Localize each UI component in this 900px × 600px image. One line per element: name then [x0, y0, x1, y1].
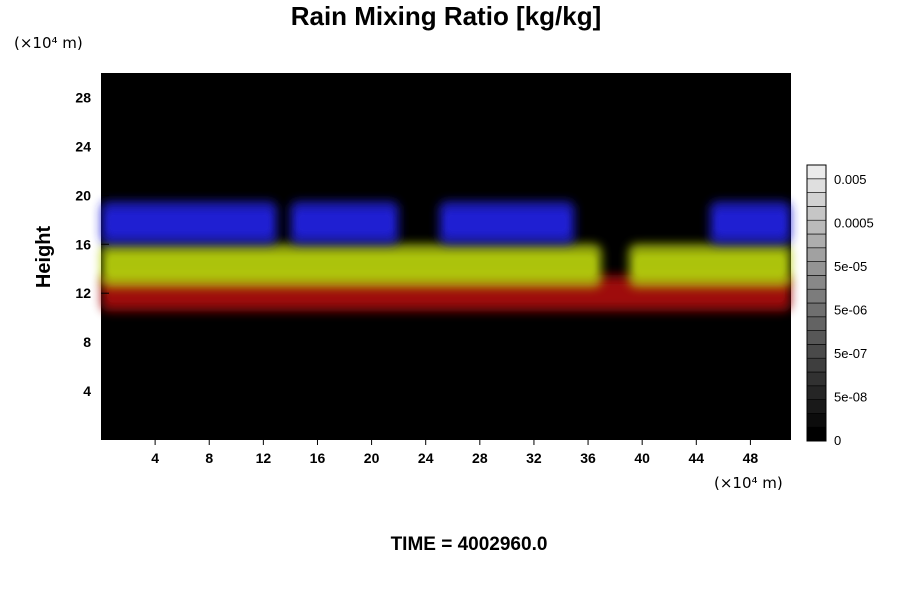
- x-tick-label: 8: [205, 450, 213, 466]
- colorbar-swatch: [806, 399, 827, 414]
- cloud-core: [107, 254, 596, 277]
- colorbar-swatch: [806, 371, 827, 387]
- x-tick-label: 12: [256, 450, 272, 466]
- x-axis-unit: (×10⁴ m): [714, 474, 783, 492]
- y-axis-unit: (×10⁴ m): [14, 34, 83, 52]
- colorbar-swatch: [806, 233, 827, 249]
- colorbar-tick-label: 0.0005: [834, 216, 874, 231]
- x-tick-label: 40: [634, 450, 650, 466]
- colorbar-tick-label: 0.005: [834, 172, 867, 187]
- colorbar-frame: [806, 164, 827, 442]
- colorbar-swatch: [806, 219, 827, 235]
- colorbar-swatch: [806, 426, 827, 442]
- colorbar-tick-label: 5e-07: [834, 346, 867, 361]
- time-label: TIME = 4002960.0: [391, 534, 548, 555]
- y-tick-label: 8: [83, 334, 91, 350]
- colorbar-swatch: [806, 357, 827, 373]
- x-tick-label: 20: [364, 450, 380, 466]
- y-tick-label: 4: [83, 383, 91, 399]
- colorbar-swatch: [806, 302, 827, 318]
- x-tick-label: 4: [151, 450, 159, 466]
- cloud-core: [296, 212, 393, 234]
- colorbar-swatch: [806, 330, 827, 345]
- y-axis-ticks: 4 8 12 16 20 24 28: [75, 89, 109, 399]
- x-tick-label: 48: [743, 450, 759, 466]
- y-tick-label: 20: [75, 187, 91, 203]
- x-tick-label: 28: [472, 450, 488, 466]
- colorbar-swatch: [806, 413, 827, 428]
- colorbar-swatch: [806, 275, 827, 290]
- colorbar-swatch: [806, 178, 827, 193]
- x-tick-label: 24: [418, 450, 434, 466]
- colorbar-swatch: [806, 261, 827, 276]
- chart-title: Rain Mixing Ratio [kg/kg]: [291, 1, 602, 31]
- x-tick-label: 16: [310, 450, 326, 466]
- colorbar-swatch: [806, 247, 827, 262]
- x-tick-label: 32: [526, 450, 542, 466]
- cloud-layer-0: [101, 201, 791, 245]
- y-tick-label: 12: [75, 285, 91, 301]
- colorbar-swatch: [806, 385, 827, 400]
- y-axis-label: Height: [33, 226, 55, 289]
- colorbar-swatch: [806, 192, 827, 207]
- cloud-core: [107, 212, 271, 234]
- colorbar-tick-label: 0: [834, 433, 841, 448]
- colorbar: [806, 164, 827, 442]
- colorbar-swatch: [806, 288, 827, 304]
- cloud-layers: [101, 201, 791, 312]
- cloud-core: [107, 284, 785, 303]
- cloud-core: [634, 254, 785, 277]
- y-tick-label: 28: [75, 89, 91, 105]
- x-axis-ticks: 4 8 12 16 20 24 28 32 36 40 44 48: [151, 440, 758, 466]
- colorbar-swatch: [806, 316, 827, 331]
- colorbar-labels: 0 5e-08 5e-07 5e-06 5e-05 0.0005 0.005: [834, 172, 874, 448]
- cloud-layer-1: [101, 244, 791, 288]
- colorbar-swatch: [806, 344, 827, 359]
- colorbar-swatch: [806, 206, 827, 221]
- colorbar-tick-label: 5e-08: [834, 390, 867, 405]
- x-tick-label: 44: [689, 450, 705, 466]
- y-tick-label: 16: [75, 236, 91, 252]
- x-tick-label: 36: [580, 450, 596, 466]
- cloud-core: [715, 212, 785, 234]
- y-tick-label: 24: [75, 138, 91, 154]
- cloud-core: [445, 212, 569, 234]
- colorbar-tick-label: 5e-05: [834, 259, 867, 274]
- colorbar-tick-label: 5e-06: [834, 303, 867, 318]
- colorbar-swatch: [806, 164, 827, 180]
